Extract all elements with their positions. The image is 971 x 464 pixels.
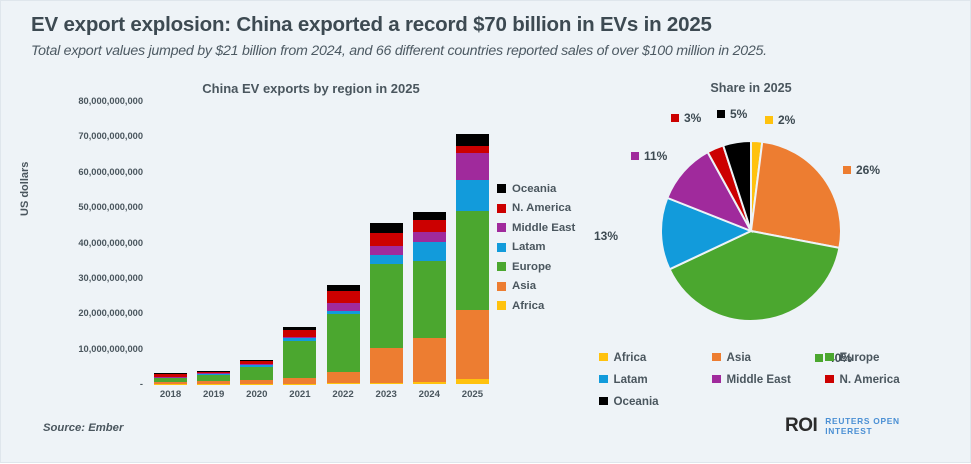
pie-svg bbox=[611, 101, 961, 351]
legend-swatch-icon bbox=[712, 375, 721, 384]
y-axis-tick: 80,000,000,000 bbox=[78, 96, 143, 106]
legend-swatch-icon bbox=[497, 243, 506, 252]
pie-label-value: 2% bbox=[778, 113, 795, 127]
legend-label: Asia bbox=[727, 351, 752, 364]
bar-chart-legend: Oceania N. America Middle East Latam Europe A… bbox=[497, 179, 575, 316]
x-axis-tick: 2018 bbox=[149, 389, 192, 400]
pie-chart-title: Share in 2025 bbox=[631, 81, 871, 95]
legend-swatch-icon bbox=[497, 282, 506, 291]
legend-label: Latam bbox=[614, 373, 648, 386]
legend-item[interactable]: N. America bbox=[497, 199, 575, 219]
logo-line-2: INTEREST bbox=[825, 426, 899, 437]
logo-line-1: REUTERS OPEN bbox=[825, 416, 899, 427]
pie-value-label: 26% bbox=[843, 163, 880, 177]
legend-item[interactable]: Middle East bbox=[497, 218, 575, 238]
x-axis-tick: 2024 bbox=[408, 389, 451, 400]
pie-slice[interactable] bbox=[751, 142, 841, 248]
y-axis-tick: 20,000,000,000 bbox=[78, 308, 143, 318]
legend-swatch-icon bbox=[825, 353, 834, 362]
legend-swatch-icon bbox=[599, 375, 608, 384]
legend-swatch-icon bbox=[712, 353, 721, 362]
logo-mark: ROI bbox=[785, 415, 817, 437]
legend-swatch-icon bbox=[497, 184, 506, 193]
legend-swatch-icon bbox=[497, 204, 506, 213]
y-axis-tick: 10,000,000,000 bbox=[78, 344, 143, 354]
legend-label: Middle East bbox=[512, 222, 575, 234]
legend-label: Asia bbox=[512, 280, 536, 292]
pie-value-label: 5% bbox=[717, 107, 747, 121]
legend-label: Europe bbox=[512, 261, 551, 273]
legend-item[interactable]: Asia bbox=[712, 346, 825, 368]
pie-value-label: 11% bbox=[631, 149, 667, 163]
logo-wordmark: REUTERS OPEN INTEREST bbox=[825, 416, 899, 437]
legend-label: Latam bbox=[512, 241, 546, 253]
legend-label: Africa bbox=[512, 300, 544, 312]
bar-chart-y-axis-ticks: - 10,000,000,000 20,000,000,000 30,000,000,… bbox=[31, 1, 143, 464]
pie-label-value: 5% bbox=[730, 107, 747, 121]
legend-item[interactable]: Latam bbox=[599, 368, 712, 390]
legend-label: N. America bbox=[840, 373, 900, 386]
reuters-open-interest-logo: ROI REUTERS OPEN INTEREST bbox=[785, 415, 900, 437]
x-axis-tick: 2021 bbox=[278, 389, 321, 400]
legend-item[interactable]: Africa bbox=[497, 296, 575, 316]
x-axis-tick: 2023 bbox=[365, 389, 408, 400]
pie-label-swatch-icon bbox=[843, 166, 851, 174]
pie-value-label: 13% bbox=[594, 229, 618, 243]
legend-item[interactable]: N. America bbox=[825, 368, 938, 390]
pie-label-value: 13% bbox=[594, 229, 618, 243]
legend-label: Oceania bbox=[512, 183, 556, 195]
legend-swatch-icon bbox=[599, 397, 608, 406]
legend-item[interactable]: Asia bbox=[497, 277, 575, 297]
legend-label: Oceania bbox=[614, 395, 659, 408]
legend-label: Africa bbox=[614, 351, 647, 364]
legend-item[interactable]: Oceania bbox=[497, 179, 575, 199]
y-axis-tick: 40,000,000,000 bbox=[78, 238, 143, 248]
pie-label-value: 3% bbox=[684, 111, 701, 125]
x-axis-tick: 2025 bbox=[451, 389, 494, 400]
pie-label-swatch-icon bbox=[671, 114, 679, 122]
legend-item[interactable]: Oceania bbox=[599, 390, 712, 412]
y-axis-tick: - bbox=[140, 379, 143, 389]
y-axis-tick: 70,000,000,000 bbox=[78, 131, 143, 141]
x-axis-tick: 2020 bbox=[235, 389, 278, 400]
pie-label-swatch-icon bbox=[717, 110, 725, 118]
source-note: Source: Ember bbox=[43, 422, 123, 434]
pie-chart-legend: Africa Asia Europe Latam Middle East N. Ameri… bbox=[599, 346, 939, 412]
legend-item[interactable]: Africa bbox=[599, 346, 712, 368]
y-axis-tick: 30,000,000,000 bbox=[78, 273, 143, 283]
pie-chart-plot-area: 2%26%40%13%11%3%5% bbox=[611, 101, 961, 351]
legend-swatch-icon bbox=[497, 223, 506, 232]
legend-item[interactable]: Latam bbox=[497, 238, 575, 258]
pie-value-label: 3% bbox=[671, 111, 701, 125]
legend-label: N. America bbox=[512, 202, 571, 214]
legend-label: Europe bbox=[840, 351, 880, 364]
legend-swatch-icon bbox=[825, 375, 834, 384]
bar-chart-y-axis-label: US dollars bbox=[19, 162, 31, 216]
pie-label-value: 11% bbox=[644, 149, 667, 163]
x-axis-tick: 2019 bbox=[192, 389, 235, 400]
pie-label-swatch-icon bbox=[765, 116, 773, 124]
pie-value-label: 2% bbox=[765, 113, 795, 127]
legend-item[interactable]: Middle East bbox=[712, 368, 825, 390]
legend-item[interactable]: Europe bbox=[497, 257, 575, 277]
legend-swatch-icon bbox=[497, 262, 506, 271]
legend-label: Middle East bbox=[727, 373, 791, 386]
y-axis-tick: 60,000,000,000 bbox=[78, 167, 143, 177]
x-axis-tick: 2022 bbox=[322, 389, 365, 400]
pie-label-swatch-icon bbox=[631, 152, 639, 160]
legend-swatch-icon bbox=[497, 301, 506, 310]
legend-item[interactable]: Europe bbox=[825, 346, 938, 368]
y-axis-tick: 50,000,000,000 bbox=[78, 202, 143, 212]
legend-swatch-icon bbox=[599, 353, 608, 362]
pie-label-value: 26% bbox=[856, 163, 880, 177]
